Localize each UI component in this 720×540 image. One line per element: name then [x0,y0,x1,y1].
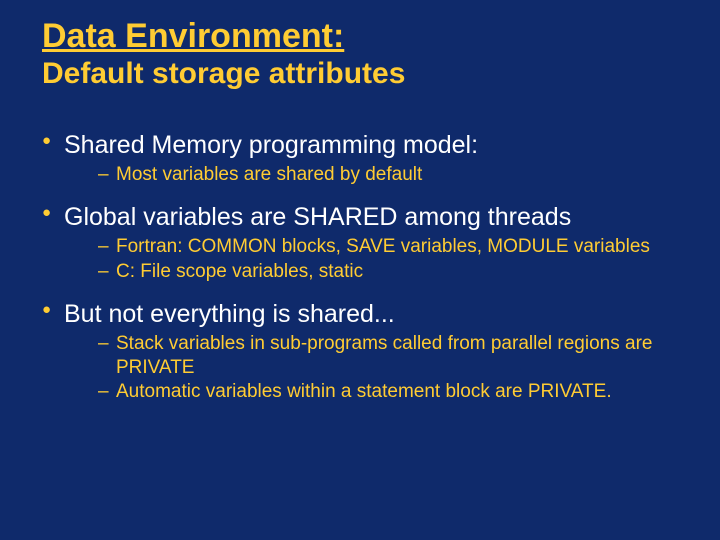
bullet-l2: Most variables are shared by default [98,163,690,187]
bullet-l1: Global variables are SHARED among thread… [42,202,690,233]
bullet-l2: C: File scope variables, static [98,260,690,284]
slide: Data Environment: Default storage attrib… [0,0,720,540]
bullet-l2: Automatic variables within a statement b… [98,380,690,404]
slide-title: Data Environment: [42,18,690,55]
slide-subtitle: Default storage attributes [42,57,690,92]
bullet-l2: Stack variables in sub-programs called f… [98,332,690,380]
slide-content: Shared Memory programming model: Most va… [42,130,690,404]
bullet-l2: Fortran: COMMON blocks, SAVE variables, … [98,235,690,259]
bullet-l1: But not everything is shared... [42,299,690,330]
spacer [42,285,690,299]
spacer [42,188,690,202]
bullet-l1: Shared Memory programming model: [42,130,690,161]
